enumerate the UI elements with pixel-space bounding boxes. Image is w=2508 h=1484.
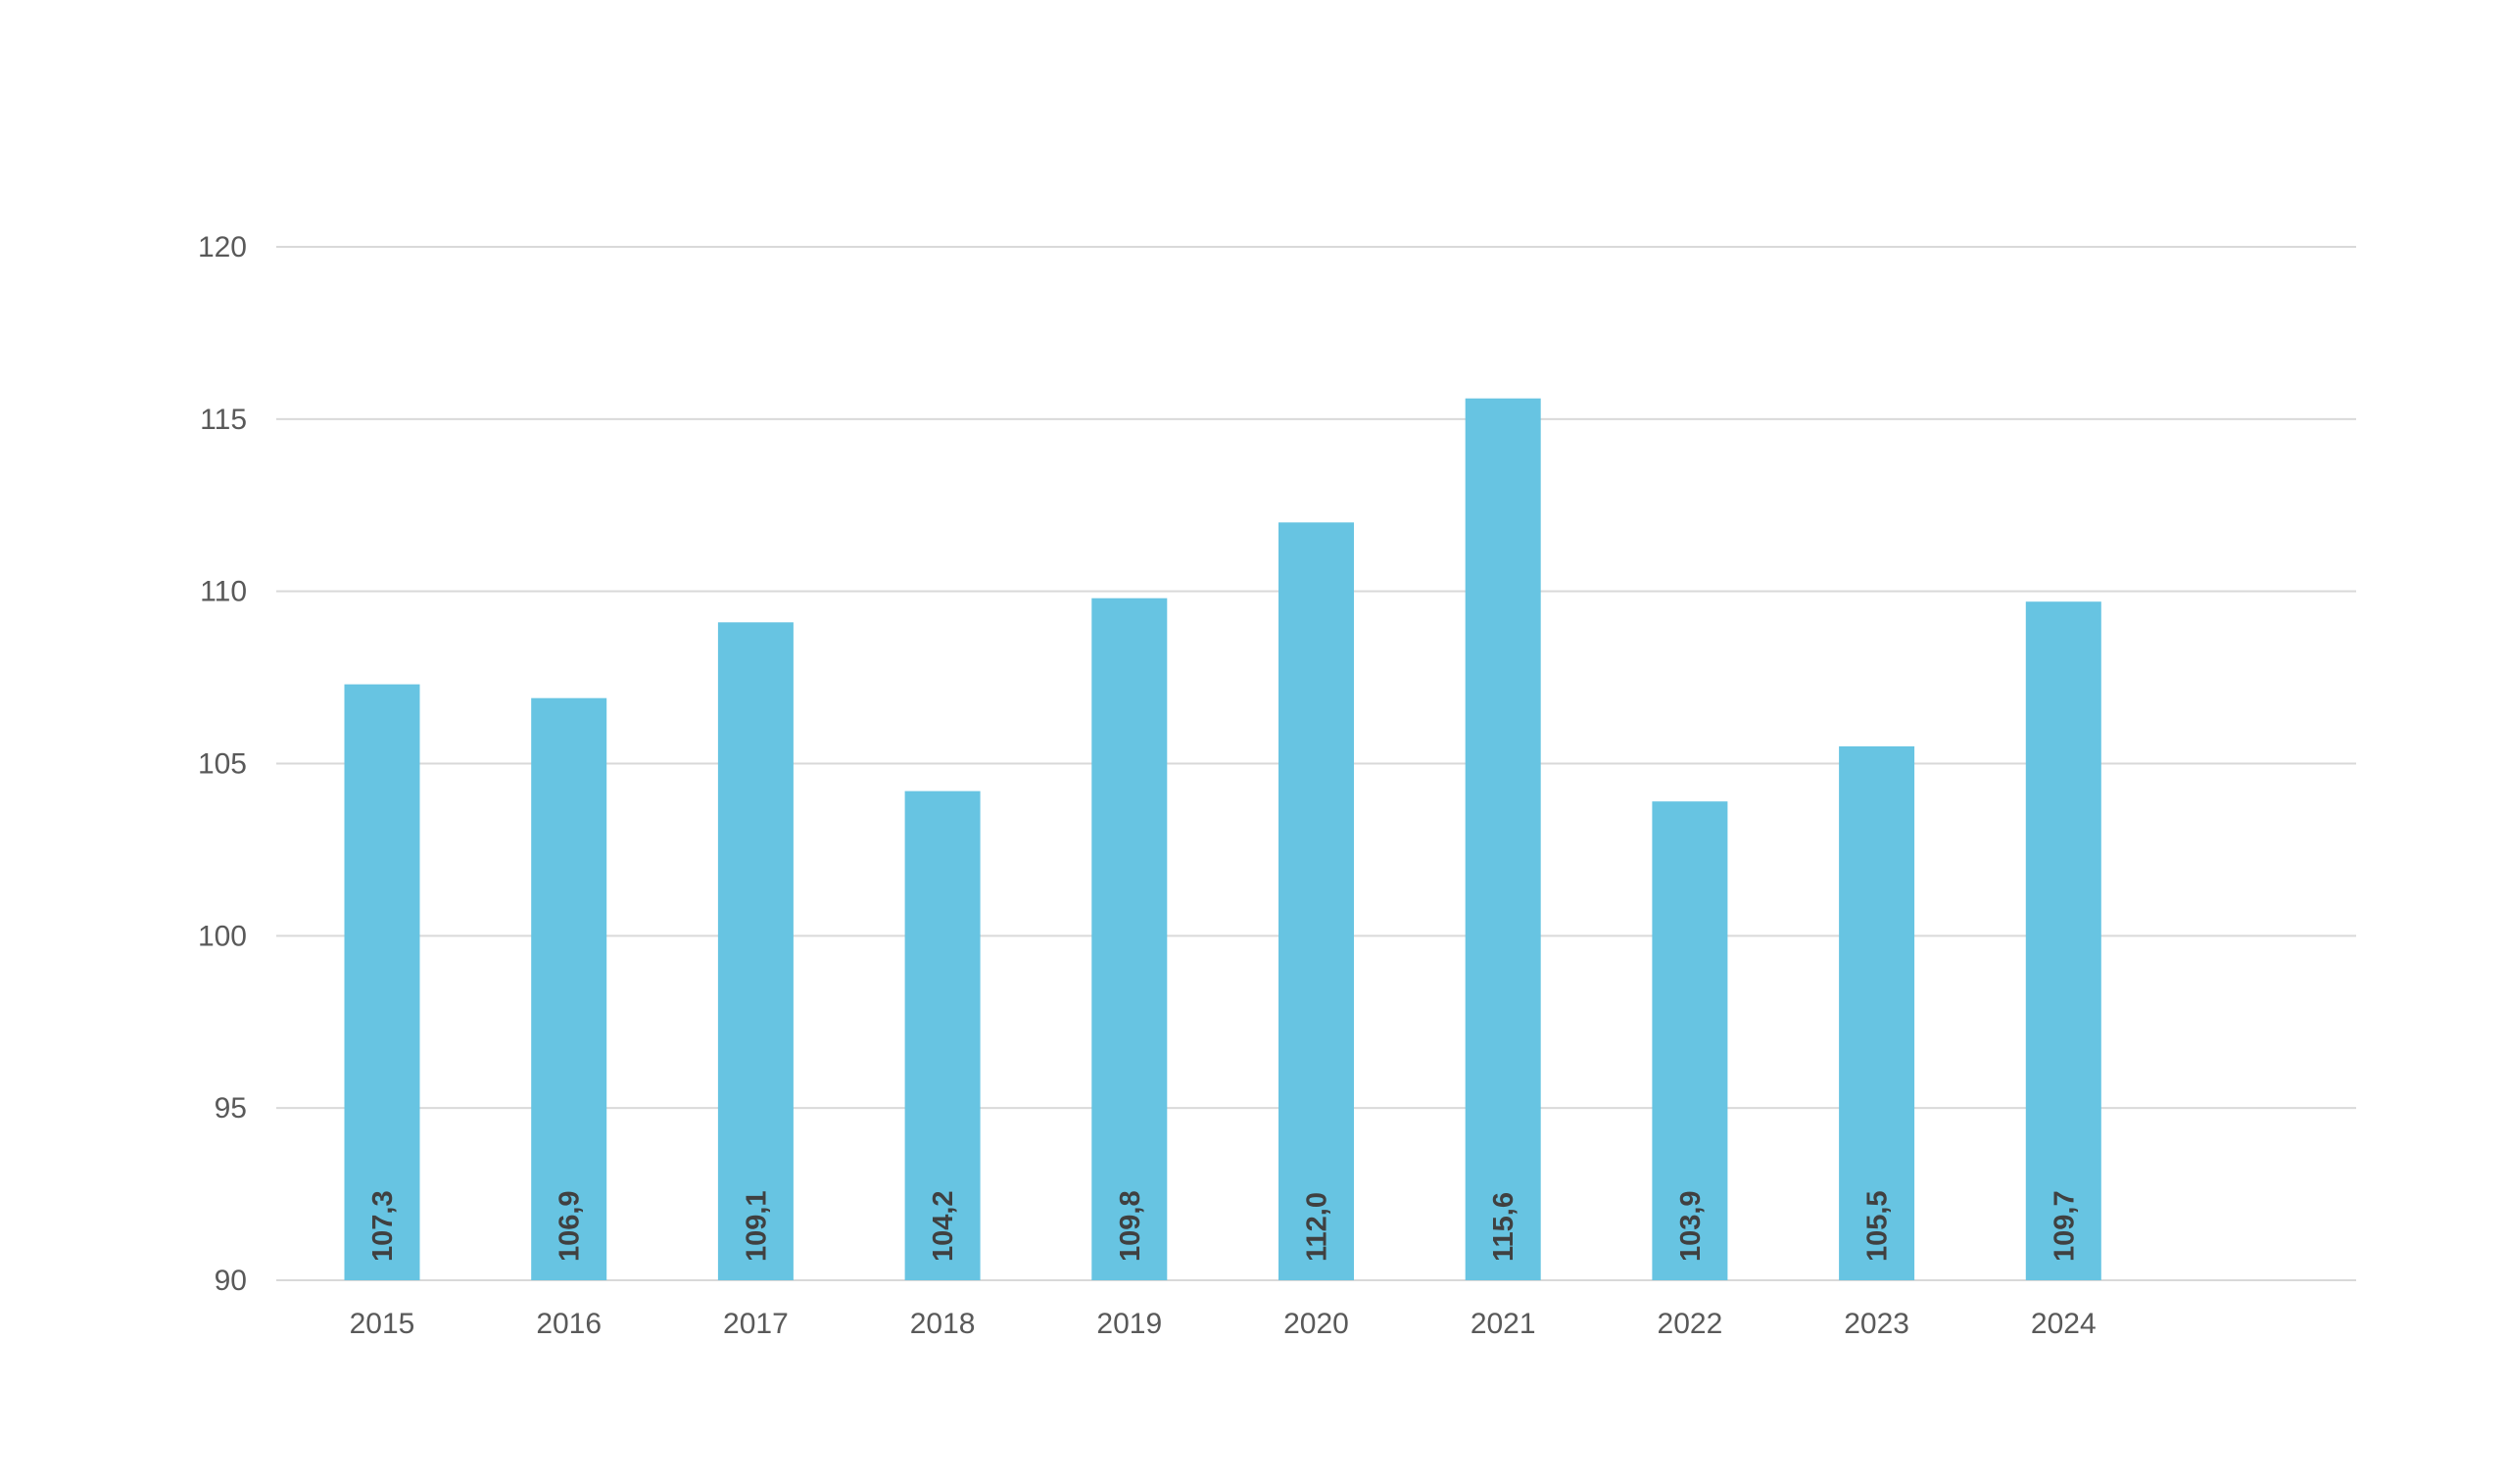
bar [904,790,981,1280]
x-tick-label: 2024 [2031,1308,2097,1340]
bar [1652,801,1728,1280]
x-tick-label: 2021 [1471,1308,1536,1340]
x-tick-label: 2018 [910,1308,976,1340]
y-tick-label: 100 [198,920,247,952]
x-tick-label: 2015 [350,1308,415,1340]
data-label: 109,7 [2049,1190,2080,1262]
x-tick-label: 2017 [723,1308,789,1340]
x-tick-label: 2023 [1844,1308,1909,1340]
bar [1839,745,1915,1280]
data-label: 103,9 [1675,1190,1707,1262]
bar [1278,522,1354,1280]
bar [344,684,420,1280]
data-label: 112,0 [1302,1192,1333,1262]
x-tick-label: 2022 [1658,1308,1723,1340]
x-axis-ticks: 2015 2016 2017 2018 2019 2020 2021 2022 2023 2024 [350,1308,2097,1340]
data-labels: 107,3 106,9 109,1 104,2 109,8 112,0 115,6 103,9… [367,1190,2080,1262]
data-label: 105,5 [1862,1190,1894,1262]
y-tick-label: 90 [215,1265,247,1297]
bar [2025,601,2101,1280]
data-label: 106,9 [555,1190,586,1262]
bar [717,622,794,1280]
y-tick-label: 95 [215,1092,247,1125]
data-label: 115,6 [1488,1192,1519,1262]
y-tick-label: 105 [198,748,247,781]
data-label: 109,8 [1115,1190,1146,1262]
bar [1465,398,1541,1280]
y-axis-ticks: 90 95 100 105 110 115 120 [198,231,247,1297]
y-tick-label: 115 [200,404,247,436]
bar [1091,598,1168,1280]
x-tick-label: 2016 [536,1308,602,1340]
data-label: 109,1 [741,1190,772,1262]
y-tick-label: 120 [198,231,247,263]
x-tick-label: 2020 [1283,1308,1349,1340]
data-label: 104,2 [928,1190,959,1262]
x-tick-label: 2019 [1096,1308,1162,1340]
data-label: 107,3 [367,1190,399,1262]
y-tick-label: 110 [200,576,247,608]
bar [531,697,607,1280]
bars [344,398,2101,1280]
